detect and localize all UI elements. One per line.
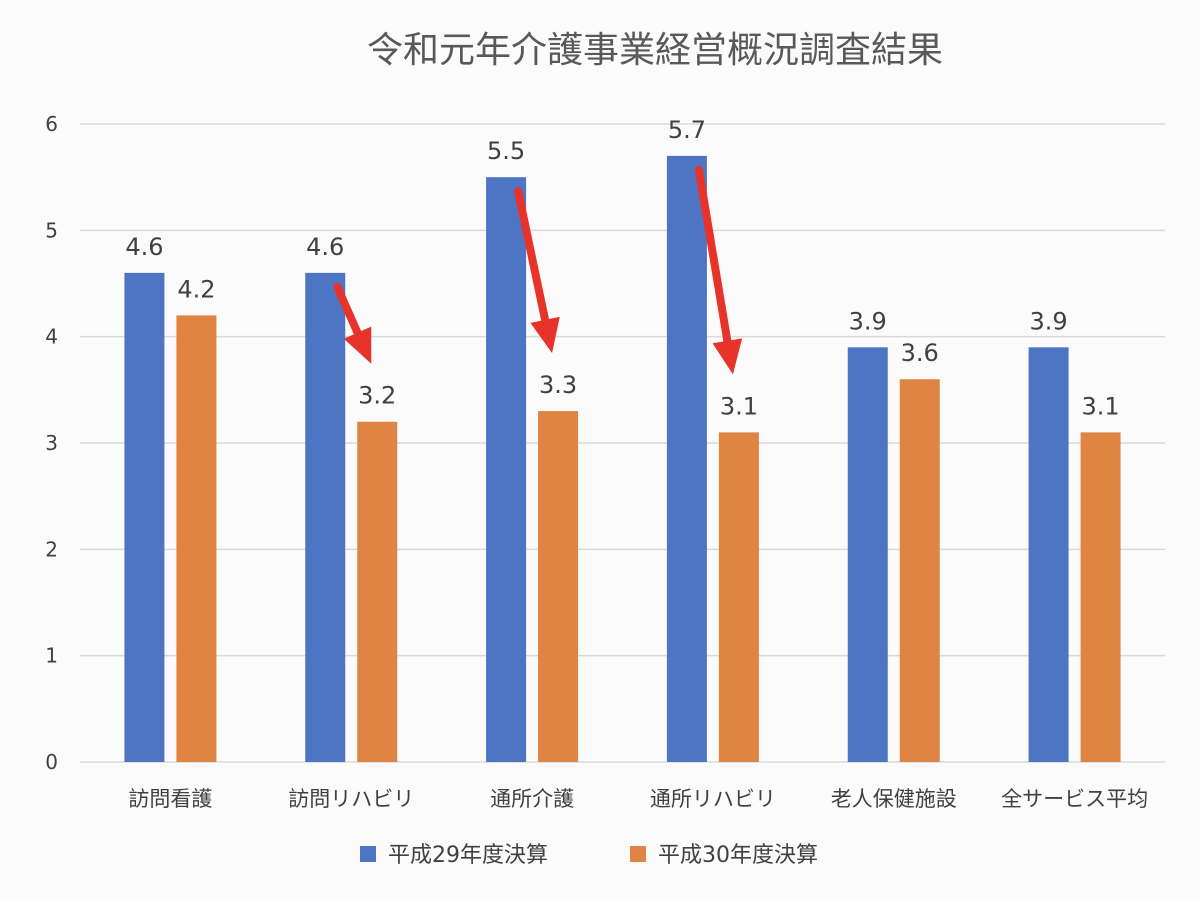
legend: 平成29年度決算 平成30年度決算: [360, 843, 818, 868]
data-label: 5.5: [487, 137, 525, 165]
legend-swatch: [360, 846, 376, 862]
arrows: [333, 165, 743, 375]
bar: [666, 155, 707, 762]
data-label: 4.6: [125, 233, 163, 261]
x-tick-label: 全サービス平均: [1001, 787, 1148, 811]
data-label: 3.1: [720, 392, 758, 420]
data-label: 3.9: [1029, 307, 1067, 335]
chart-title: 令和元年介護事業経営概況調査結果: [367, 30, 943, 71]
data-label: 3.6: [901, 339, 939, 367]
bar: [538, 411, 579, 762]
arrow-shaft: [694, 165, 732, 345]
bar: [357, 421, 398, 762]
y-tick-label: 2: [45, 537, 58, 561]
arrow-head: [343, 326, 372, 364]
y-tick-label: 6: [45, 112, 58, 136]
bar: [486, 177, 527, 762]
arrow-head: [712, 338, 743, 375]
legend-label: 平成30年度決算: [658, 843, 818, 868]
bars: [124, 155, 1121, 762]
data-label: 3.3: [539, 371, 577, 399]
x-tick-label: 通所介護: [490, 787, 574, 811]
bar: [124, 272, 165, 762]
legend-label: 平成29年度決算: [388, 843, 548, 868]
y-tick-label: 4: [45, 325, 58, 349]
arrow-shaft: [514, 187, 550, 324]
y-tick-label: 3: [45, 431, 58, 455]
bar: [847, 347, 888, 762]
data-labels: 4.6 4.2 4.6 3.2 5.5 3.3 5.7 3.1 3.9 3.6 3.9 3.1: [125, 116, 1119, 420]
data-label: 3.9: [849, 307, 887, 335]
grid-lines: [80, 123, 1165, 763]
bar: [305, 272, 346, 762]
bar: [176, 315, 217, 762]
bar: [1080, 432, 1121, 762]
y-axis-ticks: 0 1 2 3 4 5 6: [45, 112, 58, 774]
arrow-shaft: [333, 282, 362, 337]
x-tick-label: 訪問看護: [128, 787, 212, 811]
x-tick-label: 通所リハビリ: [650, 787, 776, 811]
data-label: 4.2: [177, 275, 215, 303]
bar: [1028, 347, 1069, 762]
data-label: 3.1: [1081, 392, 1119, 420]
arrow-head: [530, 316, 560, 354]
data-label: 3.2: [358, 382, 396, 410]
x-tick-label: 老人保健施設: [831, 787, 957, 811]
data-label: 5.7: [668, 116, 706, 144]
x-tick-label: 訪問リハビリ: [288, 787, 414, 811]
y-tick-label: 0: [45, 750, 58, 774]
bar: [899, 379, 940, 762]
y-tick-label: 1: [45, 644, 58, 668]
bar: [718, 432, 759, 762]
x-axis-ticks: 訪問看護 訪問リハビリ 通所介護 通所リハビリ 老人保健施設 全サービス平均: [128, 787, 1148, 811]
legend-swatch: [630, 846, 646, 862]
y-tick-label: 5: [45, 218, 58, 242]
data-label: 4.6: [306, 233, 344, 261]
